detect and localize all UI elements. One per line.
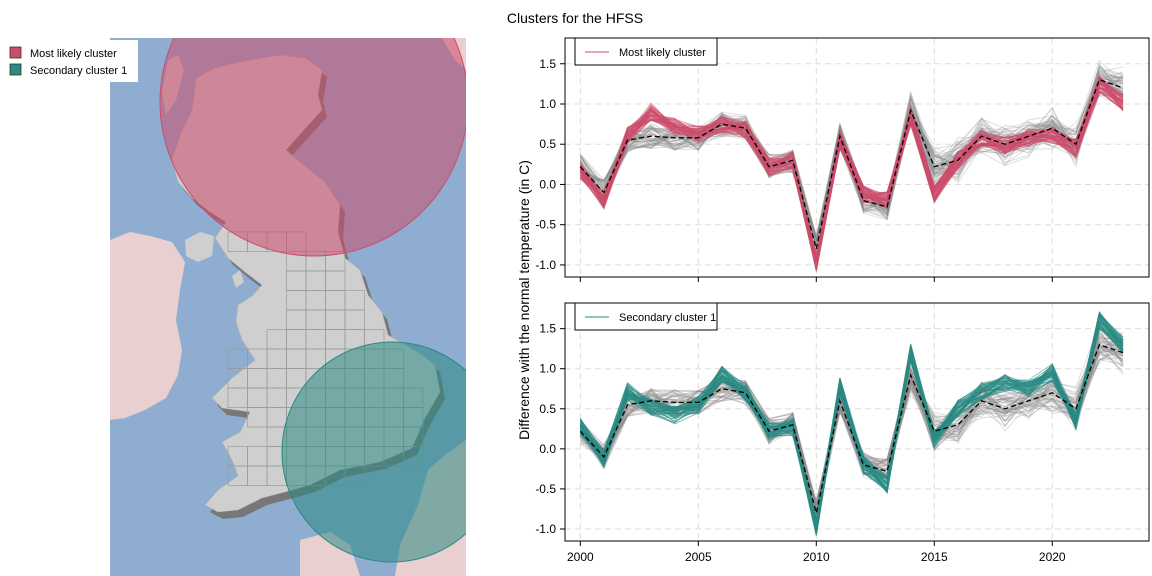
background-line	[579, 358, 1124, 514]
y-tick-label: 1.5	[539, 57, 556, 71]
cluster-line	[579, 325, 1124, 525]
chart-legend: Secondary cluster 1	[574, 302, 718, 331]
y-tick-label: 0.5	[539, 402, 556, 416]
northern-ireland-land	[185, 232, 214, 262]
background-line	[580, 347, 1124, 512]
background-line	[579, 66, 1124, 241]
x-tick-label: 2020	[1039, 550, 1066, 564]
y-tick-label: 1.0	[539, 97, 556, 111]
background-line	[580, 71, 1124, 237]
series-lines	[579, 310, 1124, 536]
y-tick-label: -0.5	[535, 218, 556, 232]
most-likely-cluster-area	[159, 38, 466, 257]
background-line	[579, 345, 1124, 510]
background-line	[579, 71, 1124, 246]
plot-frame	[564, 37, 1150, 278]
y-tick-label: 0.0	[539, 177, 556, 191]
secondary-cluster-area	[281, 341, 466, 563]
chart-secondary-cluster: -1.0 -0.5 0.0 0.5 1.0 1.5 2000 2005 2010 2015 2020…	[535, 302, 1150, 564]
ireland-land	[110, 232, 185, 420]
legend-swatch-most-likely	[9, 46, 22, 59]
background-line	[579, 59, 1124, 248]
y-tick-label: -1.0	[535, 522, 556, 536]
background-line	[579, 338, 1124, 515]
cluster-line	[579, 324, 1124, 533]
background-line	[580, 333, 1124, 523]
y-tick-label: 1.0	[539, 362, 556, 376]
y-tick-label: 0.5	[539, 137, 556, 151]
plot-frame	[564, 302, 1150, 542]
legend-label-secondary: Secondary cluster 1	[30, 65, 127, 77]
reference-line	[579, 78, 1124, 249]
y-tick-label: 1.5	[539, 322, 556, 336]
map-panel	[110, 38, 466, 576]
chart-legend-label: Most likely cluster	[619, 47, 706, 59]
chart-legend: Most likely cluster	[574, 37, 718, 66]
background-line	[579, 336, 1124, 511]
map-legend: Most likely cluster Secondary cluster 1	[2, 40, 138, 82]
background-line	[580, 337, 1124, 524]
y-axis-label: Difference with the normal temperature (…	[516, 160, 532, 440]
y-tick-label: -1.0	[535, 258, 556, 272]
map-legend-box	[2, 40, 138, 82]
isle-of-man-land	[232, 270, 244, 288]
cluster-line	[579, 311, 1124, 524]
x-tick-label: 2015	[921, 550, 948, 564]
reference-line	[579, 343, 1124, 514]
cluster-line	[579, 327, 1124, 534]
background-line	[579, 76, 1124, 239]
background-line	[579, 333, 1124, 523]
chart-legend-label: Secondary cluster 1	[619, 312, 716, 324]
y-tick-label: -0.5	[535, 482, 556, 496]
cluster-line	[579, 86, 1124, 271]
x-tick-label: 2005	[685, 550, 712, 564]
cluster-line	[579, 90, 1124, 259]
series-lines	[579, 59, 1124, 272]
background-line	[579, 331, 1124, 505]
x-tick-label: 2000	[567, 550, 594, 564]
y-tick-label: 0.0	[539, 442, 556, 456]
legend-label-most-likely: Most likely cluster	[30, 48, 117, 60]
legend-swatch-secondary	[9, 63, 22, 76]
cluster-line	[579, 80, 1124, 256]
figure-title: Clusters for the HFSS	[507, 10, 643, 26]
chart-most-likely-cluster: -1.0 -0.5 0.0 0.5 1.0 1.5 Most likely cluster	[535, 37, 1150, 282]
cluster-line	[579, 91, 1124, 262]
x-tick-label: 2010	[803, 550, 830, 564]
